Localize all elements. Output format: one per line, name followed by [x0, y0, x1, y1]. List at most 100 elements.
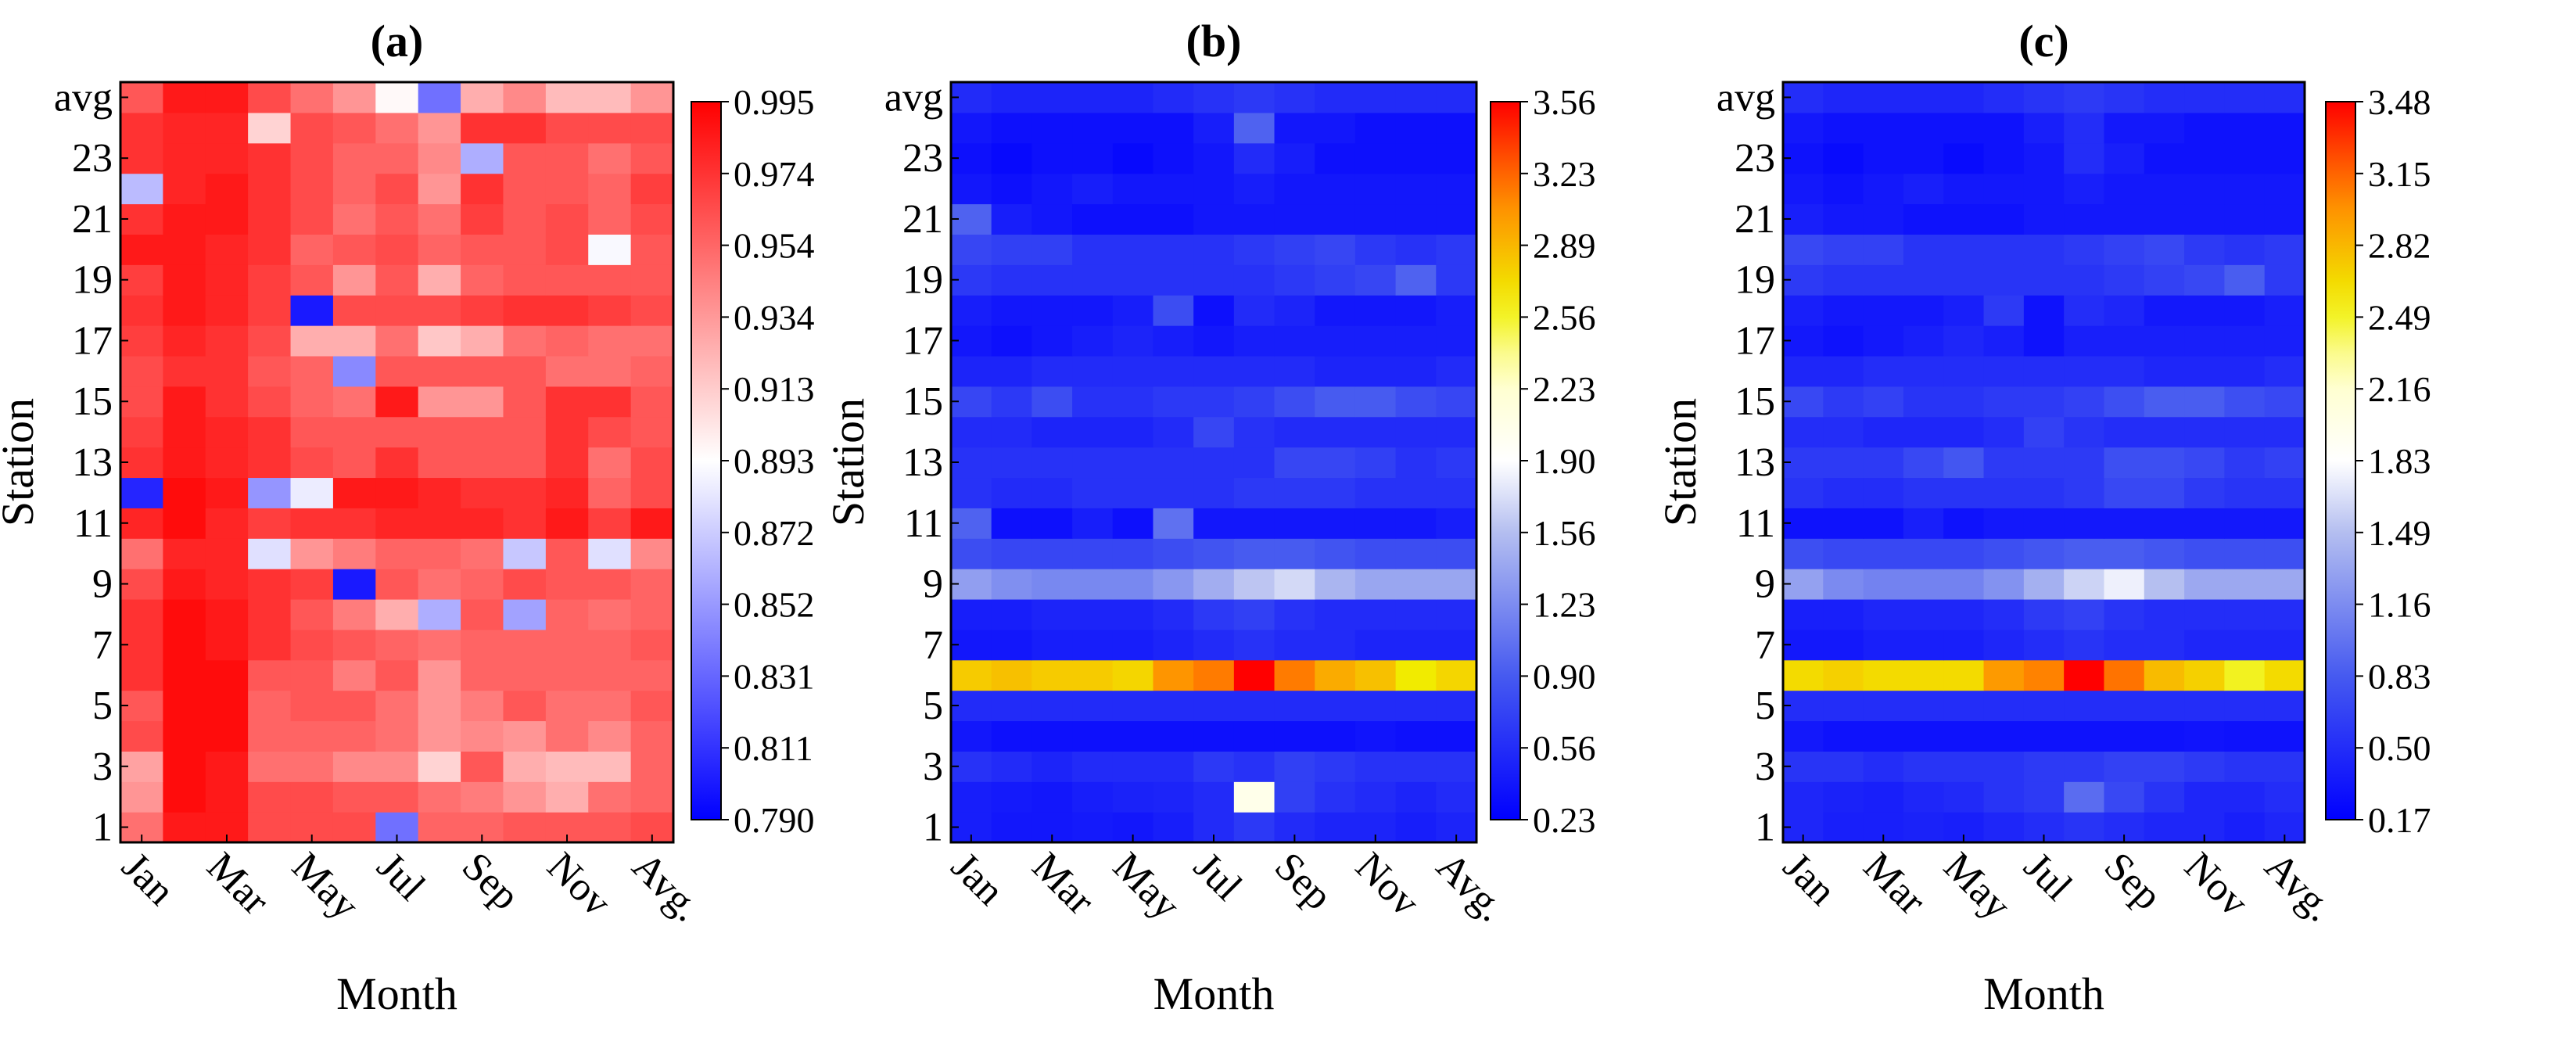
heatmap-cell	[1233, 538, 1275, 569]
y-tick-label: 15	[902, 379, 943, 424]
heatmap-cell	[375, 173, 419, 205]
heatmap-cell	[2144, 386, 2185, 418]
heatmap-cell	[1983, 720, 2025, 752]
y-tick-label: 11	[74, 501, 113, 546]
heatmap-cell	[588, 355, 632, 387]
heatmap-cell	[951, 781, 992, 813]
heatmap-cell	[1863, 508, 1904, 539]
heatmap-cell	[1315, 598, 1356, 630]
heatmap-cell	[461, 416, 504, 448]
heatmap-cell	[2023, 416, 2065, 448]
heatmap-cell	[2104, 82, 2145, 113]
heatmap-cell	[1903, 355, 1944, 387]
heatmap-cell	[2064, 447, 2105, 479]
y-tick-label: 7	[1755, 623, 1775, 667]
heatmap-cell	[1315, 142, 1356, 174]
heatmap-cell	[1395, 142, 1437, 174]
x-tick-label: Mar	[1855, 844, 1935, 924]
y-axis-title: Station	[0, 398, 43, 526]
heatmap-cell	[1072, 386, 1114, 418]
heatmap-cell	[1823, 112, 1864, 144]
y-tick-label: 23	[72, 136, 113, 181]
y-tick-label: 23	[1735, 136, 1775, 181]
heatmap-cell	[1863, 82, 1904, 113]
heatmap-cell	[2184, 82, 2225, 113]
heatmap-cell	[1315, 477, 1356, 508]
heatmap-cell	[1395, 659, 1437, 691]
heatmap-cell	[205, 295, 249, 326]
heatmap-cell	[1031, 751, 1073, 782]
heatmap-cell	[205, 82, 249, 113]
heatmap-cell	[1783, 173, 1824, 205]
heatmap-cell	[1031, 781, 1073, 813]
heatmap-cell	[2064, 659, 2105, 691]
heatmap-cell	[1274, 416, 1315, 448]
heatmap-cell	[991, 386, 1032, 418]
heatmap-cell	[163, 82, 206, 113]
heatmap-cell	[1112, 82, 1154, 113]
heatmap-cell	[1903, 142, 1944, 174]
heatmap-cell	[1983, 325, 2025, 357]
heatmap-cell	[1783, 295, 1824, 326]
heatmap-cell	[205, 416, 249, 448]
heatmap-cell	[1031, 569, 1073, 600]
heatmap-cell	[1315, 781, 1356, 813]
heatmap-cell	[1903, 112, 1944, 144]
panel-title: (b)	[1186, 16, 1242, 66]
heatmap-cell	[375, 142, 419, 174]
heatmap-cell	[1031, 720, 1073, 752]
heatmap-cell	[418, 112, 461, 144]
heatmap-cell	[205, 264, 249, 296]
heatmap-cell	[2224, 781, 2266, 813]
heatmap-cell	[545, 690, 589, 722]
heatmap-cell	[290, 82, 334, 113]
heatmap-cell	[2264, 234, 2305, 265]
heatmap-cell	[2224, 173, 2266, 205]
heatmap-cell	[2104, 598, 2145, 630]
x-tick-label: May	[1935, 844, 2019, 928]
x-tick-label: Avg.	[623, 844, 709, 930]
x-tick-label: May	[1104, 844, 1189, 928]
heatmap-cell	[1863, 598, 1904, 630]
heatmap-cell	[1193, 416, 1235, 448]
heatmap-cell	[2104, 751, 2145, 782]
heatmap-cell	[2144, 355, 2185, 387]
heatmap-cell	[2264, 264, 2305, 296]
heatmap-cell	[1354, 629, 1397, 661]
heatmap-cell	[2224, 112, 2266, 144]
colorbar-tick-label: 0.811	[734, 728, 813, 768]
heatmap-cell	[1943, 82, 1985, 113]
heatmap-cell	[2264, 720, 2305, 752]
y-tick-label: 19	[72, 258, 113, 303]
heatmap-cell	[1395, 781, 1437, 813]
heatmap-cell	[1153, 508, 1194, 539]
heatmap-cell	[290, 112, 334, 144]
heatmap-cell	[1354, 295, 1397, 326]
heatmap-cell	[375, 781, 419, 813]
heatmap-cell	[163, 234, 206, 265]
heatmap-cell	[2104, 325, 2145, 357]
heatmap-cell	[2023, 720, 2065, 752]
heatmap-cell	[1193, 751, 1235, 782]
heatmap-cell	[588, 690, 632, 722]
heatmap-cell	[1863, 295, 1904, 326]
heatmap-cell	[1903, 690, 1944, 722]
heatmap-cell	[1112, 477, 1154, 508]
heatmap-cell	[991, 416, 1032, 448]
heatmap-cell	[2184, 234, 2225, 265]
heatmap-cell	[2064, 386, 2105, 418]
heatmap-cell	[1315, 720, 1356, 752]
heatmap-cell	[1983, 598, 2025, 630]
heatmap-cell	[630, 447, 674, 479]
colorbar-tick-label: 0.17	[2368, 800, 2431, 840]
heatmap-cells	[1783, 82, 2305, 843]
heatmap-cell	[1274, 598, 1315, 630]
heatmap-cell	[1153, 295, 1194, 326]
heatmap-cell	[951, 477, 992, 508]
heatmap-cell	[1193, 659, 1235, 691]
heatmap-cell	[2104, 720, 2145, 752]
heatmap-cell	[1112, 751, 1154, 782]
heatmap-cell	[1983, 629, 2025, 661]
heatmap-cell	[248, 203, 292, 235]
